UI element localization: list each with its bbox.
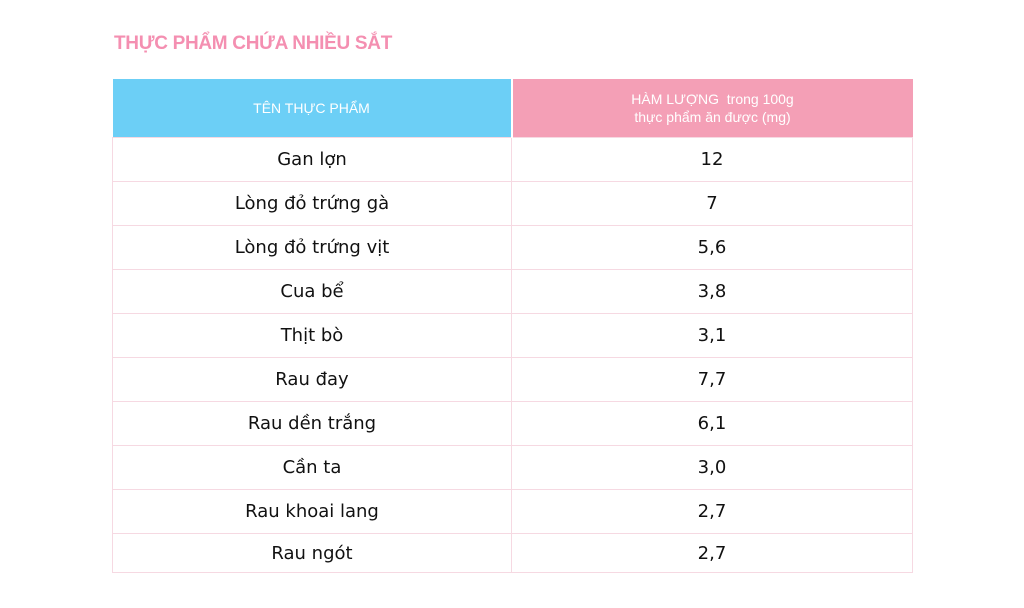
food-name-cell: Lòng đỏ trứng vịt (112, 225, 512, 270)
table-row: Cần ta 3,0 (112, 445, 913, 490)
iron-value-cell: 7,7 (511, 357, 913, 402)
iron-value-cell: 2,7 (511, 533, 913, 573)
column-header-iron-content-line2: thực phẩm ăn được (mg) (634, 109, 791, 125)
food-name-cell: Thịt bò (112, 313, 512, 358)
food-name-cell: Rau đay (112, 357, 512, 402)
table-row: Rau khoai lang 2,7 (112, 489, 913, 534)
column-header-food-name-label: TÊN THỰC PHẨM (253, 100, 370, 116)
table-header-row: TÊN THỰC PHẨM HÀM LƯỢNG trong 100g thực … (112, 79, 913, 138)
table-row: Cua bể 3,8 (112, 269, 913, 314)
food-name-cell: Gan lợn (112, 137, 512, 182)
food-name-cell: Cua bể (112, 269, 512, 314)
table-row: Thịt bò 3,1 (112, 313, 913, 358)
page-title: THỰC PHẨM CHỨA NHIỀU SẮT (114, 33, 393, 54)
table-row: Rau dền trắng 6,1 (112, 401, 913, 446)
table-row: Rau đay 7,7 (112, 357, 913, 402)
iron-value-cell: 6,1 (511, 401, 913, 446)
table-row: Gan lợn 12 (112, 137, 913, 182)
iron-value-cell: 5,6 (511, 225, 913, 270)
table-row: Rau ngót 2,7 (112, 533, 913, 573)
iron-value-cell: 3,1 (511, 313, 913, 358)
iron-value-cell: 3,8 (511, 269, 913, 314)
column-header-food-name: TÊN THỰC PHẨM (112, 79, 513, 138)
column-header-iron-content-line1: HÀM LƯỢNG trong 100g (631, 91, 794, 107)
food-name-cell: Rau ngót (112, 533, 512, 573)
food-name-cell: Lòng đỏ trứng gà (112, 181, 512, 226)
food-name-cell: Rau khoai lang (112, 489, 512, 534)
iron-value-cell: 12 (511, 137, 913, 182)
iron-value-cell: 2,7 (511, 489, 913, 534)
table-row: Lòng đỏ trứng vịt 5,6 (112, 225, 913, 270)
iron-value-cell: 7 (511, 181, 913, 226)
food-name-cell: Rau dền trắng (112, 401, 512, 446)
iron-value-cell: 3,0 (511, 445, 913, 490)
food-name-cell: Cần ta (112, 445, 512, 490)
iron-content-table: TÊN THỰC PHẨM HÀM LƯỢNG trong 100g thực … (112, 79, 913, 573)
table-row: Lòng đỏ trứng gà 7 (112, 181, 913, 226)
column-header-iron-content: HÀM LƯỢNG trong 100g thực phẩm ăn được (… (511, 79, 913, 138)
